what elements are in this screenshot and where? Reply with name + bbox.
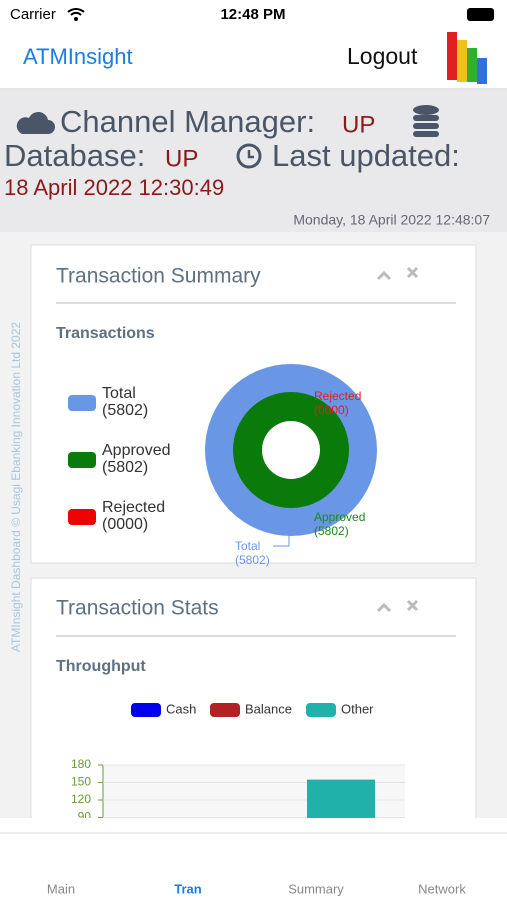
updated-label: Last updated: [272, 138, 460, 173]
donut-hole [262, 421, 320, 479]
logout-button[interactable]: Logout [347, 43, 418, 69]
cloud-icon [16, 111, 55, 134]
carrier: Carrier [10, 6, 56, 23]
y-tick-label: 180 [71, 757, 91, 771]
legend-swatch [68, 452, 96, 468]
legend-count: (5802) [102, 402, 148, 419]
legend-swatch [68, 509, 96, 525]
donut-label-count: (0000) [314, 403, 349, 417]
footer-note: ATMInsight Dashboard © Usagi Ebanking In… [9, 322, 23, 652]
legend-name: Balance [245, 701, 292, 716]
legend-count: (0000) [102, 516, 148, 533]
database-status: UP [165, 145, 198, 172]
tab[interactable]: Network [418, 881, 466, 896]
legend-name: Other [341, 701, 374, 716]
close-button[interactable] [406, 599, 419, 612]
collapse-button[interactable] [376, 270, 392, 281]
donut-label-name: Rejected [314, 389, 361, 403]
y-tick-label: 120 [71, 792, 91, 806]
close-button[interactable] [406, 266, 419, 279]
panel-subtitle: Throughput [56, 658, 146, 675]
clock: 12:48 PM [220, 6, 285, 23]
y-tick-label: 90 [78, 810, 92, 824]
battery [467, 8, 494, 21]
y-tick-label: 150 [71, 775, 91, 789]
current-time: Monday, 18 April 2022 12:48:07 [293, 212, 490, 228]
legend-swatch [210, 703, 240, 717]
legend-swatch [131, 703, 161, 717]
donut-label-count: (5802) [235, 553, 270, 567]
collapse-button[interactable] [376, 602, 392, 613]
legend-name: Rejected [102, 499, 165, 516]
tab[interactable]: Summary [288, 881, 344, 896]
tab-bar [0, 818, 507, 900]
wifi-dot [74, 17, 78, 21]
panel-subtitle: Transactions [56, 325, 155, 342]
tab[interactable]: Main [47, 881, 75, 896]
panel-title: Transaction Summary [56, 265, 261, 288]
label-leader [273, 532, 290, 547]
channel-status: UP [342, 111, 375, 138]
clock-hands [247, 150, 254, 159]
database-icon [413, 105, 439, 137]
content: ATMInsight Dashboard © Usagi Ebanking In… [0, 232, 507, 824]
donut-label-count: (5802) [314, 524, 349, 538]
legend-name: Total [102, 385, 136, 402]
legend-name: Approved [102, 442, 171, 459]
app-icon [447, 32, 487, 84]
bar [307, 779, 375, 818]
app-title[interactable]: ATMInsight [23, 44, 133, 69]
database-label: Database: [4, 138, 145, 173]
panel-title: Transaction Stats [56, 597, 219, 620]
channel-label: Channel Manager: [60, 104, 315, 139]
clock-icon [236, 143, 262, 169]
legend-name: Cash [166, 701, 196, 716]
wifi-icon [67, 8, 85, 16]
tab[interactable]: Tran [174, 881, 202, 896]
donut-label-name: Total [235, 539, 260, 553]
legend-swatch [306, 703, 336, 717]
legend-count: (5802) [102, 459, 148, 476]
legend-swatch [68, 395, 96, 411]
donut-label-name: Approved [314, 510, 365, 524]
updated-value: 18 April 2022 12:30:49 [4, 175, 224, 200]
